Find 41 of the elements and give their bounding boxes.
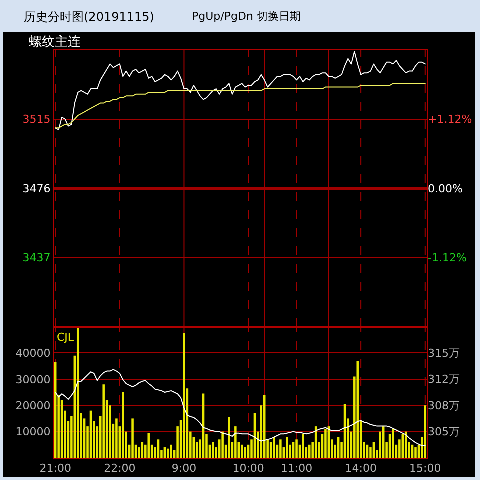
bar: [132, 418, 134, 458]
bar: [222, 432, 224, 458]
x-tick-label: 11:00: [280, 462, 313, 476]
y2-tick-label: 312万: [428, 373, 460, 386]
x-tick-label: 14:00: [345, 462, 377, 476]
bar: [170, 444, 172, 458]
x-tick-label: 22:00: [104, 462, 136, 476]
x-tick-label: 15:00: [410, 462, 442, 476]
x-tick-label: 21:00: [40, 462, 72, 476]
bar: [167, 448, 170, 458]
bar: [122, 392, 124, 458]
bar: [296, 440, 298, 458]
bar: [157, 440, 160, 458]
bar: [414, 448, 417, 458]
bar: [273, 437, 276, 458]
bar: [148, 433, 150, 458]
bar: [308, 444, 311, 458]
line-series: [55, 369, 426, 446]
bar: [280, 440, 282, 458]
bar: [116, 418, 118, 458]
bar: [286, 437, 288, 458]
bar: [102, 384, 105, 458]
bar: [324, 429, 327, 458]
x-tick-label: 9:00: [172, 462, 197, 476]
y-tick-label: 10000: [16, 426, 51, 439]
bar: [356, 361, 359, 458]
bar: [234, 426, 237, 458]
bar: [244, 448, 246, 458]
y2-tick-label: 308万: [428, 399, 460, 412]
x-tick-label: 10:00: [232, 462, 264, 476]
y-tick-label: 40000: [16, 347, 51, 360]
bar: [392, 429, 394, 458]
chart-title: CJL: [57, 331, 75, 344]
y2-tick-label: 305万: [428, 426, 460, 439]
y-tick-label: 30000: [16, 373, 51, 386]
y-tick-label: 20000: [16, 399, 51, 412]
y2-tick-label: 315万: [428, 347, 460, 360]
bar: [228, 417, 230, 458]
bar: [183, 334, 186, 458]
bar: [212, 442, 214, 458]
bar: [302, 434, 304, 458]
